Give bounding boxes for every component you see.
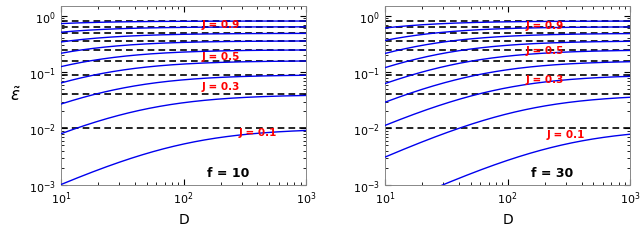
Text: J = 0.5: J = 0.5 [525, 46, 564, 55]
Text: J = 0.9: J = 0.9 [525, 21, 564, 30]
Text: J = 0.5: J = 0.5 [202, 52, 240, 62]
Text: J = 0.1: J = 0.1 [547, 129, 586, 139]
Text: f = 30: f = 30 [531, 166, 573, 179]
Text: J = 0.1: J = 0.1 [238, 128, 276, 138]
X-axis label: D: D [178, 212, 189, 226]
Text: J = 0.3: J = 0.3 [202, 82, 240, 91]
Y-axis label: $\tilde{\varepsilon}$: $\tilde{\varepsilon}$ [10, 87, 20, 105]
X-axis label: D: D [502, 212, 513, 226]
Text: J = 0.9: J = 0.9 [202, 20, 239, 30]
Text: f = 10: f = 10 [207, 166, 249, 179]
Text: J = 0.3: J = 0.3 [525, 75, 564, 85]
